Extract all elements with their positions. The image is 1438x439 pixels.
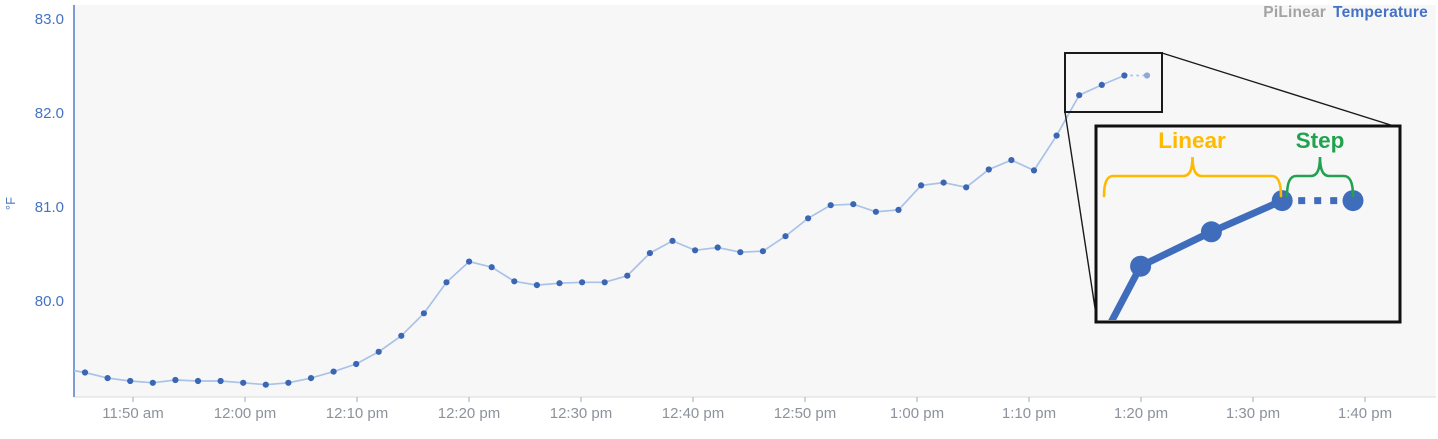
data-point	[330, 368, 337, 375]
data-point	[669, 237, 676, 244]
data-point	[511, 278, 518, 285]
data-point	[1008, 157, 1015, 164]
data-point	[1121, 72, 1128, 79]
data-point	[1143, 72, 1151, 79]
data-point	[918, 182, 925, 189]
x-tick-label: 1:20 pm	[1113, 405, 1169, 422]
x-tick-label: 1:40 pm	[1337, 405, 1393, 422]
y-axis-unit-label: °F	[3, 196, 19, 211]
data-point	[985, 166, 992, 173]
data-point	[533, 282, 541, 289]
x-tick-label: 12:30 pm	[549, 405, 613, 422]
zoom-source-box	[1064, 52, 1163, 113]
y-tick-label: 81.0	[34, 199, 64, 216]
inset-data-point	[1342, 190, 1364, 212]
x-tick-label: 12:10 pm	[325, 405, 389, 422]
data-point	[759, 248, 767, 255]
data-point	[420, 310, 427, 317]
data-point	[1053, 132, 1060, 139]
data-point	[194, 377, 202, 385]
zoom-inset-box	[1094, 124, 1402, 324]
y-tick-label: 80.0	[34, 293, 64, 310]
y-tick-label: 83.0	[34, 11, 64, 28]
data-point	[127, 377, 134, 385]
data-point	[240, 379, 247, 386]
temperature-line	[73, 74, 1125, 386]
data-point	[692, 247, 699, 254]
x-tick-label: 12:40 pm	[661, 405, 725, 422]
data-point	[827, 202, 834, 209]
data-point	[443, 279, 450, 286]
data-point	[172, 376, 179, 384]
x-tick-label: 12:00 pm	[213, 405, 277, 422]
data-point	[262, 381, 269, 388]
data-point	[737, 249, 744, 256]
data-point	[285, 379, 292, 386]
data-point	[556, 280, 563, 287]
data-point	[104, 375, 111, 382]
x-tick-label: 1:00 pm	[889, 405, 945, 422]
data-point	[646, 250, 654, 257]
step-annotation-label: Step	[1295, 128, 1345, 153]
step-brace	[1285, 156, 1355, 198]
data-point	[217, 377, 224, 385]
x-tick-label: 11:50 am	[102, 405, 164, 422]
x-tick-label: 12:20 pm	[437, 405, 501, 422]
data-point	[488, 264, 495, 271]
inset-data-point	[1200, 221, 1222, 243]
data-point	[375, 348, 382, 355]
data-point	[81, 369, 89, 376]
data-point	[850, 201, 857, 208]
data-point	[872, 208, 880, 215]
linear-annotation-label: Linear	[1158, 128, 1226, 153]
zoom-connector-left	[1064, 111, 1098, 322]
data-point	[307, 375, 315, 382]
x-tick-label: 12:50 pm	[773, 405, 837, 422]
inset-linear-line	[1108, 197, 1284, 320]
zoom-inset-background	[1096, 126, 1400, 322]
data-point	[398, 332, 405, 339]
legend-prefix: PiLinear	[1263, 4, 1327, 21]
data-point	[963, 184, 970, 191]
data-point	[714, 244, 721, 251]
y-tick-label: 82.0	[34, 105, 64, 122]
data-point	[624, 272, 631, 279]
data-point	[1030, 167, 1038, 174]
zoom-connector-right	[1161, 52, 1398, 128]
data-point	[149, 379, 156, 386]
data-point	[1098, 81, 1105, 88]
data-point	[353, 360, 360, 368]
data-point	[466, 258, 473, 265]
data-point	[579, 279, 586, 286]
x-tick-label: 1:10 pm	[1001, 405, 1057, 422]
data-point	[940, 179, 947, 186]
legend-series-temperature[interactable]: Temperature	[1333, 4, 1428, 21]
data-point	[782, 233, 789, 240]
inset-data-point	[1130, 255, 1152, 277]
data-point	[601, 279, 608, 286]
data-point	[1076, 92, 1083, 99]
legend: PiLinear Temperature	[1263, 4, 1428, 22]
data-point	[805, 215, 812, 222]
data-point	[895, 206, 902, 213]
x-tick-label: 1:30 pm	[1225, 405, 1281, 422]
linear-brace	[1102, 156, 1283, 198]
